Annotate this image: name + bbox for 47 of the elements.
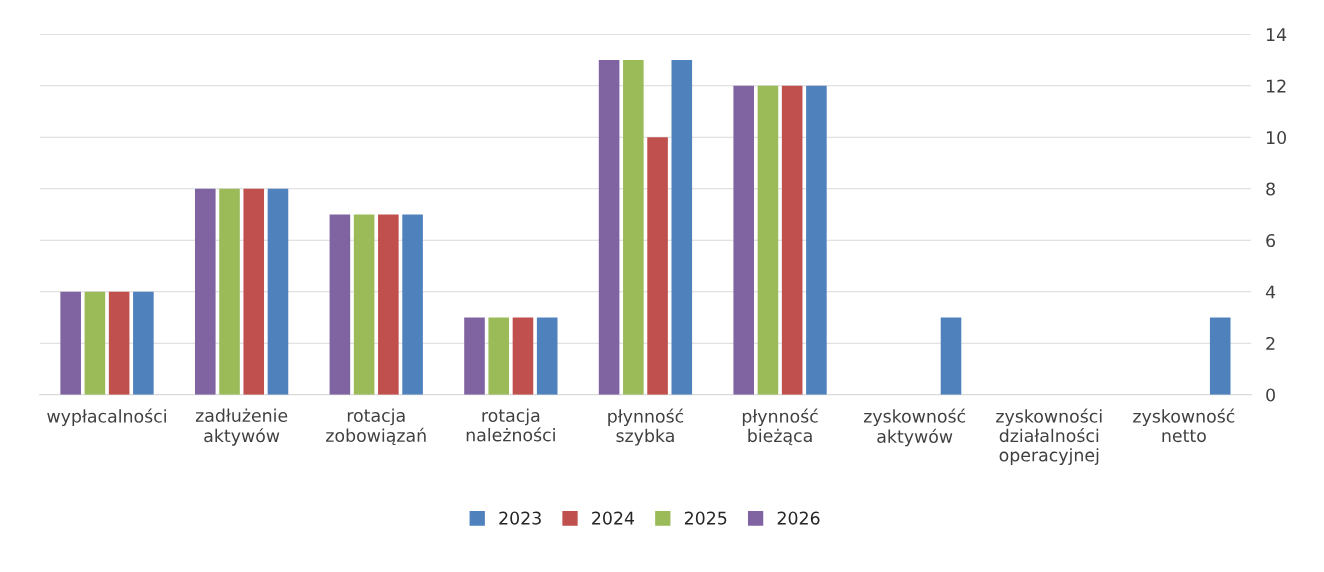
bar xyxy=(781,85,803,395)
x-tick-label: rotacja zobowiązań xyxy=(326,408,426,446)
bar xyxy=(378,214,399,395)
x-tick-label: zyskowność aktywów xyxy=(863,408,966,447)
bar xyxy=(402,214,423,395)
legend-label: 2023 xyxy=(499,511,541,525)
legend-label: 2025 xyxy=(684,511,727,525)
bar xyxy=(243,188,265,395)
x-tick-label: rotacja należności xyxy=(466,408,555,442)
legend-label: 2024 xyxy=(592,511,635,525)
bar xyxy=(108,291,130,395)
bar xyxy=(219,188,240,395)
legend-label: 2026 xyxy=(777,511,820,525)
x-tick-label: zyskowność netto xyxy=(1133,408,1235,443)
bar xyxy=(84,291,106,395)
bar xyxy=(488,317,510,395)
bar xyxy=(464,317,485,395)
bar xyxy=(329,214,351,395)
bar xyxy=(598,60,620,395)
bar xyxy=(133,291,154,395)
bar xyxy=(733,85,755,395)
x-tick-label: zyskowności działalności operacyjnej xyxy=(996,408,1102,465)
bar xyxy=(671,60,693,395)
bar xyxy=(806,85,827,395)
bar xyxy=(194,188,216,395)
y-tick-label: 2 xyxy=(1266,336,1275,350)
y-tick-label: 10 xyxy=(1266,130,1287,145)
y-tick-label: 14 xyxy=(1266,28,1287,41)
bar xyxy=(1209,317,1231,395)
bar xyxy=(536,317,558,395)
bar xyxy=(940,317,962,395)
bar xyxy=(60,291,81,395)
bar xyxy=(757,85,779,395)
y-tick-label: 6 xyxy=(1266,233,1276,248)
bar xyxy=(353,214,375,395)
y-tick-label: 12 xyxy=(1266,79,1286,93)
y-tick-label: 0 xyxy=(1266,388,1275,402)
x-tick-label: płynność bieżąca xyxy=(742,408,818,446)
y-tick-label: 8 xyxy=(1266,182,1275,196)
y-tick-label: 4 xyxy=(1265,285,1276,299)
x-tick-label: zadłużenie aktywów xyxy=(195,408,288,446)
x-tick-label: wypłacalności xyxy=(47,408,166,427)
bar xyxy=(512,317,534,395)
bar xyxy=(647,137,668,395)
bar xyxy=(267,188,289,395)
bar xyxy=(623,60,644,395)
x-tick-label: płynność szybka xyxy=(608,408,684,446)
